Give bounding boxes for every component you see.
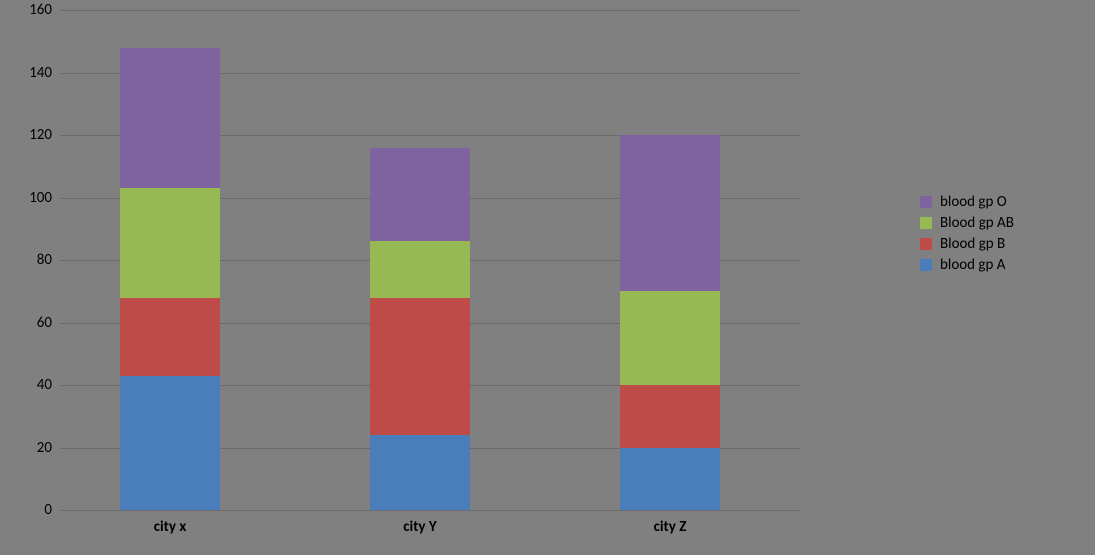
x-category-label: city Z (620, 510, 720, 536)
legend-item: Blood gp B (920, 235, 1014, 253)
bar-segment (370, 148, 470, 242)
bar-segment (620, 385, 720, 448)
y-tick-label: 40 (2, 376, 60, 394)
stacked-bar-chart: 020406080100120140160city xcity Ycity Z … (0, 0, 1095, 555)
legend-label: Blood gp B (940, 235, 1005, 253)
bar-segment (620, 135, 720, 291)
y-tick-label: 0 (2, 501, 60, 519)
bar-segment (370, 241, 470, 297)
bar-segment (120, 48, 220, 189)
gridline (60, 10, 800, 11)
legend-label: Blood gp AB (940, 214, 1014, 232)
legend-label: blood gp A (940, 256, 1005, 274)
legend-swatch (920, 259, 932, 271)
y-tick-label: 60 (2, 314, 60, 332)
legend: blood gp O Blood gp AB Blood gp B blood gp … (920, 190, 1014, 277)
y-tick-label: 120 (2, 126, 60, 144)
bar-segment (620, 291, 720, 385)
legend-swatch (920, 217, 932, 229)
legend-item: Blood gp AB (920, 214, 1014, 232)
legend-item: blood gp O (920, 193, 1014, 211)
legend-item: blood gp A (920, 256, 1014, 274)
legend-label: blood gp O (940, 193, 1007, 211)
y-tick-label: 20 (2, 439, 60, 457)
y-tick-label: 100 (2, 189, 60, 207)
y-tick-label: 140 (2, 64, 60, 82)
bar-segment (620, 448, 720, 511)
legend-swatch (920, 238, 932, 250)
y-tick-label: 80 (2, 251, 60, 269)
legend-swatch (920, 196, 932, 208)
plot-area: 020406080100120140160city xcity Ycity Z (60, 10, 800, 510)
y-tick-label: 160 (2, 1, 60, 19)
bar-segment (120, 376, 220, 510)
bar-segment (370, 298, 470, 436)
bar-segment (120, 298, 220, 376)
x-category-label: city x (120, 510, 220, 536)
bar-segment (120, 188, 220, 297)
bar-segment (370, 435, 470, 510)
x-category-label: city Y (370, 510, 470, 536)
